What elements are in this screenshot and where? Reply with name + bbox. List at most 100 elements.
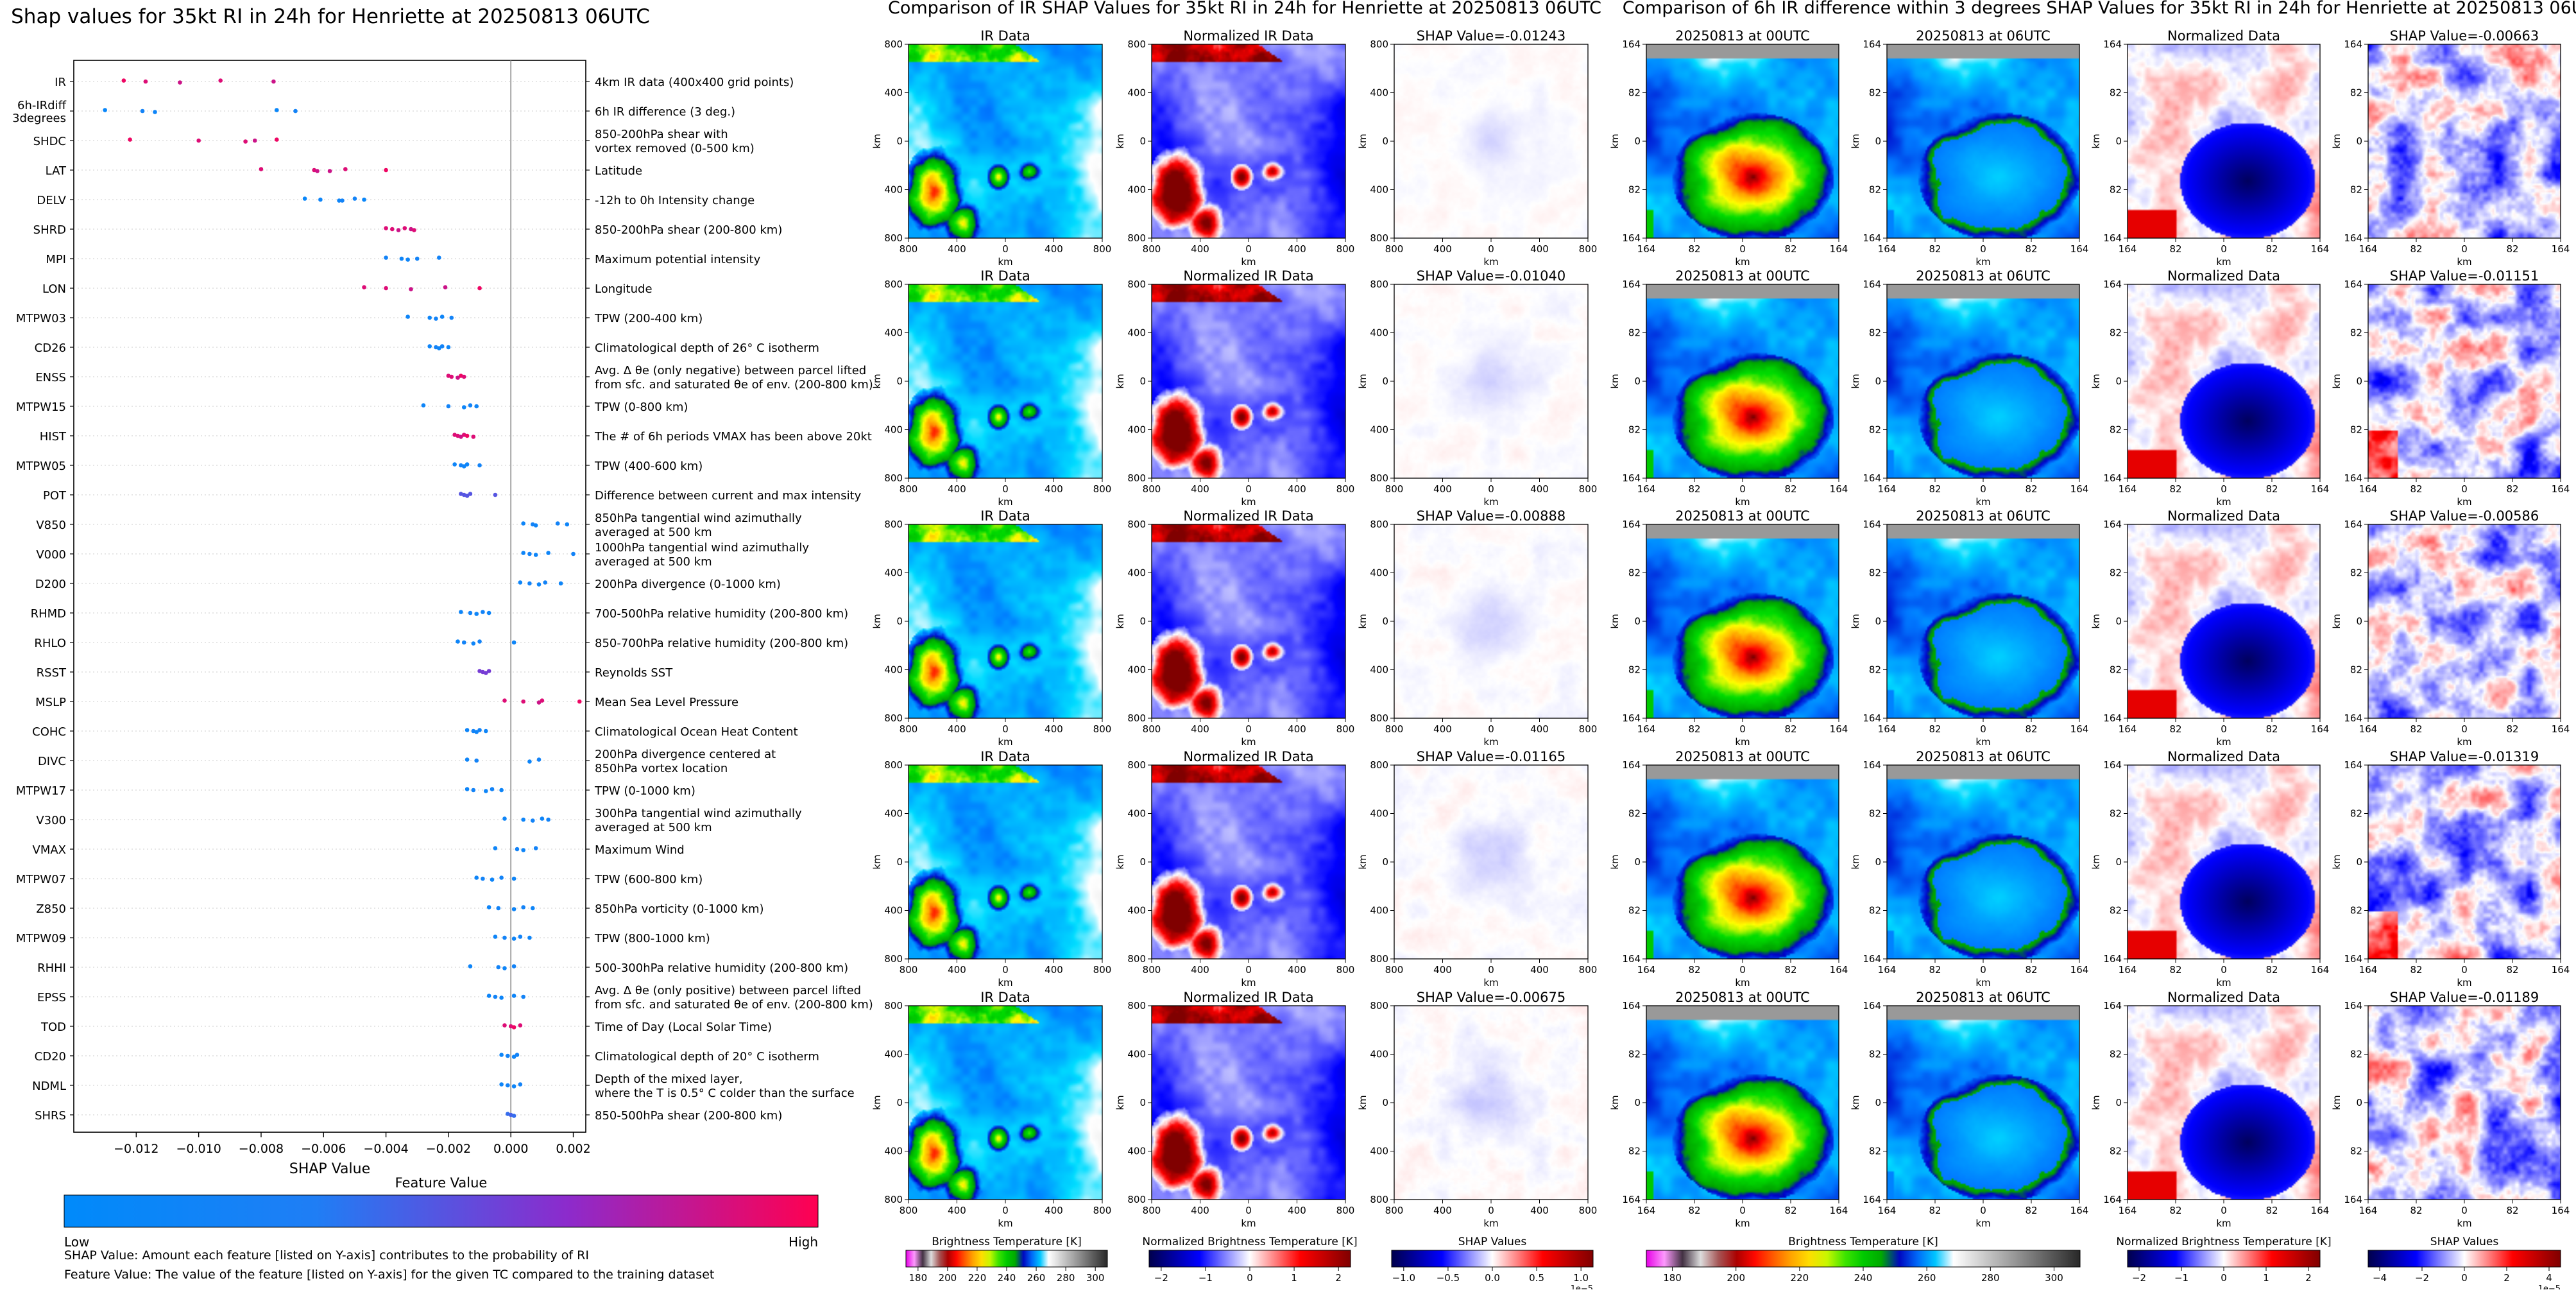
y-tick-label: 0: [1634, 616, 1641, 627]
x-tick-label: 800: [1093, 1205, 1112, 1216]
x-tick-label: 800: [1336, 964, 1355, 976]
x-tick-label: 800: [900, 964, 918, 976]
y-tick-label: 164: [1863, 39, 1881, 50]
shap-point-lon-0: [362, 285, 366, 289]
x-tick-label: 82: [2410, 723, 2422, 735]
shap-point-shrd-2: [396, 228, 401, 232]
x-tick-label: 400: [1191, 483, 1209, 495]
x-tick-label: 800: [1579, 243, 1598, 255]
x-tick-label: 800: [900, 1205, 918, 1216]
shap-point-epss-1: [493, 994, 498, 999]
x-tick-label: 800: [1385, 483, 1404, 495]
heatmap-image-r3-c1: [1152, 765, 1345, 959]
x-tick-label: 400: [1288, 243, 1306, 255]
x-tick-label: 800: [1385, 723, 1404, 735]
shap-point-lat-2: [327, 169, 332, 173]
feature-desc-34: Depth of the mixed layer, where the T is …: [595, 1072, 855, 1100]
feature-desc-1: 6h IR difference (3 deg.): [595, 105, 735, 119]
x-tick-label: 400: [948, 243, 966, 255]
shap-point-shdc-1: [196, 138, 201, 143]
x-tick-label: 800: [900, 243, 918, 255]
x-tick-label: 400: [1530, 723, 1549, 735]
shap-point-mpi-1: [399, 256, 404, 261]
y-axis-label: km: [1114, 134, 1126, 148]
heatmap-image-r1-c2: [2128, 284, 2320, 478]
shap-point-v300-2: [530, 818, 535, 823]
y-tick-label: 800: [1370, 232, 1388, 244]
x-tick-label: 164: [2119, 483, 2137, 495]
shap-point-divc-2: [527, 759, 532, 764]
x-tick-label: 82: [2265, 723, 2278, 735]
x-tick-label: 164: [1830, 964, 1848, 976]
x-tick-label: 82: [1688, 483, 1700, 495]
x-tick-label: 400: [1433, 243, 1452, 255]
feature-name-34: NDML: [32, 1080, 66, 1093]
y-tick-label: 164: [1863, 1194, 1881, 1205]
y-tick-label: 82: [1628, 567, 1641, 579]
x-tick-label: 0: [2461, 723, 2468, 735]
colorbar-high-label: High: [789, 1234, 818, 1250]
x-tick-label: 164: [2311, 964, 2330, 976]
x-tick-label: 82: [1929, 964, 1941, 976]
y-tick-label: 82: [1628, 327, 1641, 339]
shap-point-shrd-0: [384, 226, 388, 230]
x-tick-label: 800: [1143, 243, 1161, 255]
y-tick-label: 164: [1863, 953, 1881, 965]
y-tick-label: 82: [1628, 905, 1641, 917]
heatmap-image-r0-c0: [908, 44, 1102, 238]
x-tick-label: 0: [1739, 723, 1746, 735]
heatmap-image-r1-c3: [2368, 284, 2561, 478]
y-axis-label: km: [1850, 854, 1861, 869]
y-tick-label: 164: [2344, 1000, 2362, 1012]
x-tick-label: 164: [1637, 483, 1656, 495]
y-axis-label: km: [1357, 374, 1369, 388]
irdiff-comparison-title: Comparison of 6h IR difference within 3 …: [1623, 0, 2576, 18]
panel-title-r0-c3: SHAP Value=-0.00663: [2390, 28, 2539, 44]
x-tick-label: 164: [1830, 1205, 1848, 1216]
y-tick-label: 82: [1628, 664, 1641, 676]
y-tick-label: 0: [896, 135, 903, 147]
feature-name-7: LON: [42, 282, 66, 296]
feature-desc-31: Avg. Δ θe (only positive) between parcel…: [595, 984, 873, 1012]
y-tick-label: 0: [1382, 1097, 1388, 1108]
y-tick-label: 400: [1127, 905, 1146, 917]
feature-desc-25: 300hPa tangential wind azimuthally averag…: [595, 807, 802, 834]
y-tick-label: 82: [2110, 1049, 2122, 1060]
y-tick-label: 82: [2110, 184, 2122, 196]
x-tick-label: 800: [1093, 964, 1112, 976]
feature-desc-26: Maximum Wind: [595, 843, 685, 857]
y-axis-label: km: [1114, 1095, 1126, 1110]
x-tick-label: 0.002: [556, 1142, 590, 1156]
feature-name-19: RHLO: [34, 637, 66, 650]
feature-desc-4: -12h to 0h Intensity change: [595, 194, 755, 207]
x-tick-label: 82: [1688, 723, 1700, 735]
panel-title-r2-c1: Normalized IR Data: [1183, 508, 1313, 524]
y-tick-label: 400: [1370, 1049, 1388, 1060]
colorbar-1: [1148, 1250, 1351, 1268]
shap-point-lat-5: [315, 169, 320, 173]
x-tick-label: 82: [2265, 964, 2278, 976]
shap-point-mpi-3: [437, 255, 441, 260]
y-tick-label: 0: [2115, 1097, 2122, 1108]
y-tick-label: 164: [1622, 1194, 1641, 1205]
y-tick-label: 164: [1863, 759, 1881, 771]
x-tick-label: 400: [1045, 723, 1063, 735]
shap-point-mtpw07-4: [511, 876, 516, 881]
panel-title-r4-c1: Normalized IR Data: [1183, 990, 1313, 1005]
feature-desc-0: 4km IR data (400x400 grid points): [595, 76, 794, 89]
x-tick-label: 0: [1739, 243, 1746, 255]
heatmap-image-r4-c2: [1394, 1006, 1588, 1200]
irdiff-comparison-grid: Comparison of 6h IR difference within 3 …: [1609, 0, 2576, 1292]
y-tick-label: 400: [1370, 327, 1388, 339]
feature-name-21: MSLP: [35, 696, 66, 709]
y-tick-label: 82: [1869, 664, 1881, 676]
feature-desc-32: Time of Day (Local Solar Time): [594, 1021, 772, 1034]
colorbar-tick-label: 220: [1791, 1272, 1809, 1284]
y-tick-label: 164: [2344, 472, 2362, 484]
shap-point-mslp-3: [540, 698, 545, 703]
x-tick-label: 82: [1929, 243, 1941, 255]
y-tick-label: 0: [896, 856, 903, 868]
shap-point-v000-3: [546, 551, 550, 555]
x-tick-label: 82: [2410, 1205, 2422, 1216]
